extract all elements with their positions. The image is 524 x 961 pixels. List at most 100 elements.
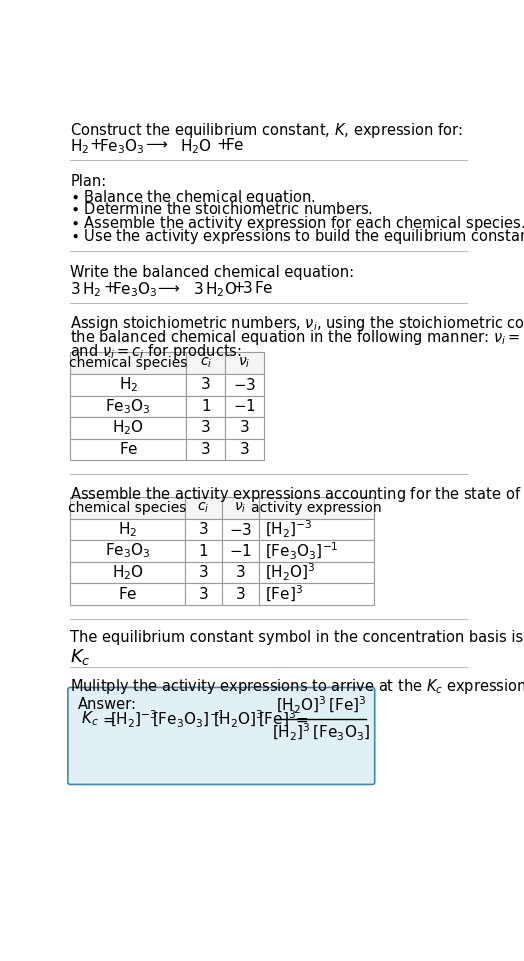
Text: $+$: $+$ (89, 136, 102, 152)
Text: $\mathrm{Fe}$: $\mathrm{Fe}$ (118, 586, 137, 603)
Text: and $\nu_i = c_i$ for products:: and $\nu_i = c_i$ for products: (70, 342, 242, 360)
Text: Construct the equilibrium constant, $K$, expression for:: Construct the equilibrium constant, $K$,… (70, 121, 463, 140)
Text: $\mathrm{Fe}$: $\mathrm{Fe}$ (225, 136, 245, 153)
Text: chemical species: chemical species (68, 501, 187, 515)
Bar (259, 497, 374, 519)
Bar (185, 583, 222, 605)
Text: $\mathrm{Fe_3O_3}$: $\mathrm{Fe_3O_3}$ (105, 397, 151, 416)
Text: $[\mathrm{Fe_3O_3}]^{-1}$: $[\mathrm{Fe_3O_3}]^{-1}$ (152, 708, 226, 729)
Bar (187, 417, 225, 439)
Bar (259, 519, 374, 540)
Text: Assemble the activity expressions accounting for the state of matter and $\nu_i$: Assemble the activity expressions accoun… (70, 485, 524, 504)
Bar (185, 497, 222, 519)
Text: $+$: $+$ (232, 280, 245, 295)
Text: The equilibrium constant symbol in the concentration basis is:: The equilibrium constant symbol in the c… (70, 629, 524, 645)
Text: $\mathrm{H_2O}$: $\mathrm{H_2O}$ (180, 136, 212, 156)
Bar (70, 519, 185, 540)
Text: $\longrightarrow$: $\longrightarrow$ (143, 136, 169, 152)
Text: $c_i$: $c_i$ (200, 357, 212, 370)
Text: $-3$: $-3$ (229, 522, 252, 537)
Bar (222, 519, 259, 540)
Bar (185, 562, 222, 583)
Text: the balanced chemical equation in the following manner: $\nu_i = -c_i$ for react: the balanced chemical equation in the fo… (70, 328, 524, 347)
Text: $-1$: $-1$ (229, 543, 252, 559)
Text: $3\,\mathrm{Fe}$: $3\,\mathrm{Fe}$ (242, 280, 274, 296)
Text: $c_i$: $c_i$ (198, 501, 210, 515)
FancyBboxPatch shape (68, 687, 375, 784)
Text: $K_c$: $K_c$ (81, 709, 99, 728)
Bar (70, 374, 187, 396)
Text: $=$: $=$ (100, 711, 116, 727)
Text: $\mathrm{Fe}$: $\mathrm{Fe}$ (118, 441, 138, 457)
Text: $\bullet$ Use the activity expressions to build the equilibrium constant express: $\bullet$ Use the activity expressions t… (70, 227, 524, 246)
Text: 1: 1 (199, 544, 208, 558)
Text: Write the balanced chemical equation:: Write the balanced chemical equation: (70, 264, 354, 280)
Text: $[\mathrm{H_2O}]^3$: $[\mathrm{H_2O}]^3$ (266, 562, 316, 583)
Text: $=$: $=$ (293, 711, 310, 727)
Text: Mulitply the activity expressions to arrive at the $K_c$ expression:: Mulitply the activity expressions to arr… (70, 678, 524, 697)
Text: $\bullet$ Determine the stoichiometric numbers.: $\bullet$ Determine the stoichiometric n… (70, 201, 373, 217)
Text: $\nu_i$: $\nu_i$ (234, 501, 247, 515)
Bar (222, 562, 259, 583)
Text: Assign stoichiometric numbers, $\nu_i$, using the stoichiometric coefficients, $: Assign stoichiometric numbers, $\nu_i$, … (70, 314, 524, 333)
Bar (225, 439, 264, 460)
Text: 3: 3 (199, 565, 209, 580)
Text: 3: 3 (201, 378, 211, 392)
Text: $\mathrm{H_2O}$: $\mathrm{H_2O}$ (112, 419, 144, 437)
Bar (70, 439, 187, 460)
Text: $\mathrm{Fe_3O_3}$: $\mathrm{Fe_3O_3}$ (105, 542, 150, 560)
Bar (70, 417, 187, 439)
Bar (70, 497, 185, 519)
Text: Plan:: Plan: (70, 174, 106, 189)
Bar (259, 562, 374, 583)
Bar (259, 540, 374, 562)
Bar (187, 353, 225, 374)
Bar (222, 583, 259, 605)
Bar (70, 540, 185, 562)
Bar (70, 562, 185, 583)
Text: $[\mathrm{Fe_3O_3}]^{-1}$: $[\mathrm{Fe_3O_3}]^{-1}$ (266, 541, 339, 561)
Text: $[\mathrm{H_2O}]^3\,[\mathrm{Fe}]^3$: $[\mathrm{H_2O}]^3\,[\mathrm{Fe}]^3$ (276, 696, 367, 717)
Bar (187, 396, 225, 417)
Text: $\mathrm{H_2}$: $\mathrm{H_2}$ (118, 376, 138, 394)
Bar (225, 417, 264, 439)
Text: $\mathrm{H_2}$: $\mathrm{H_2}$ (118, 520, 137, 539)
Text: 3: 3 (199, 522, 209, 537)
Bar (225, 396, 264, 417)
Text: 1: 1 (201, 399, 211, 414)
Bar (187, 374, 225, 396)
Text: $[\mathrm{H_2O}]^3$: $[\mathrm{H_2O}]^3$ (213, 708, 264, 729)
Text: $3\,\mathrm{H_2}$: $3\,\mathrm{H_2}$ (70, 280, 102, 299)
Text: 3: 3 (239, 421, 249, 435)
Text: $K_c$: $K_c$ (70, 647, 91, 667)
Bar (222, 540, 259, 562)
Text: $\longrightarrow$: $\longrightarrow$ (156, 280, 181, 295)
Text: $\bullet$ Assemble the activity expression for each chemical species.: $\bullet$ Assemble the activity expressi… (70, 214, 524, 233)
Bar (185, 519, 222, 540)
Text: $-1$: $-1$ (233, 399, 256, 414)
Text: 3: 3 (201, 442, 211, 457)
Text: $[\mathrm{H_2}]^{-3}$: $[\mathrm{H_2}]^{-3}$ (266, 519, 313, 540)
Text: $\mathrm{H_2}$: $\mathrm{H_2}$ (70, 136, 90, 156)
Text: $-3$: $-3$ (233, 377, 256, 393)
Bar (225, 353, 264, 374)
Bar (70, 353, 187, 374)
Bar (259, 583, 374, 605)
Text: activity expression: activity expression (252, 501, 382, 515)
Text: $+$: $+$ (103, 280, 116, 295)
Bar (70, 396, 187, 417)
Text: $[\mathrm{Fe}]^3$: $[\mathrm{Fe}]^3$ (266, 584, 303, 604)
Bar (185, 540, 222, 562)
Bar (70, 583, 185, 605)
Text: $+$: $+$ (216, 136, 229, 152)
Bar (225, 374, 264, 396)
Text: $[\mathrm{Fe}]^3$: $[\mathrm{Fe}]^3$ (258, 709, 296, 729)
Bar (222, 497, 259, 519)
Text: 3: 3 (239, 442, 249, 457)
Text: chemical species: chemical species (69, 357, 188, 370)
Text: Answer:: Answer: (78, 698, 137, 712)
Bar (187, 439, 225, 460)
Text: 3: 3 (236, 587, 246, 602)
Text: $[\mathrm{H_2}]^3\,[\mathrm{Fe_3O_3}]$: $[\mathrm{H_2}]^3\,[\mathrm{Fe_3O_3}]$ (272, 722, 370, 743)
Text: 3: 3 (236, 565, 246, 580)
